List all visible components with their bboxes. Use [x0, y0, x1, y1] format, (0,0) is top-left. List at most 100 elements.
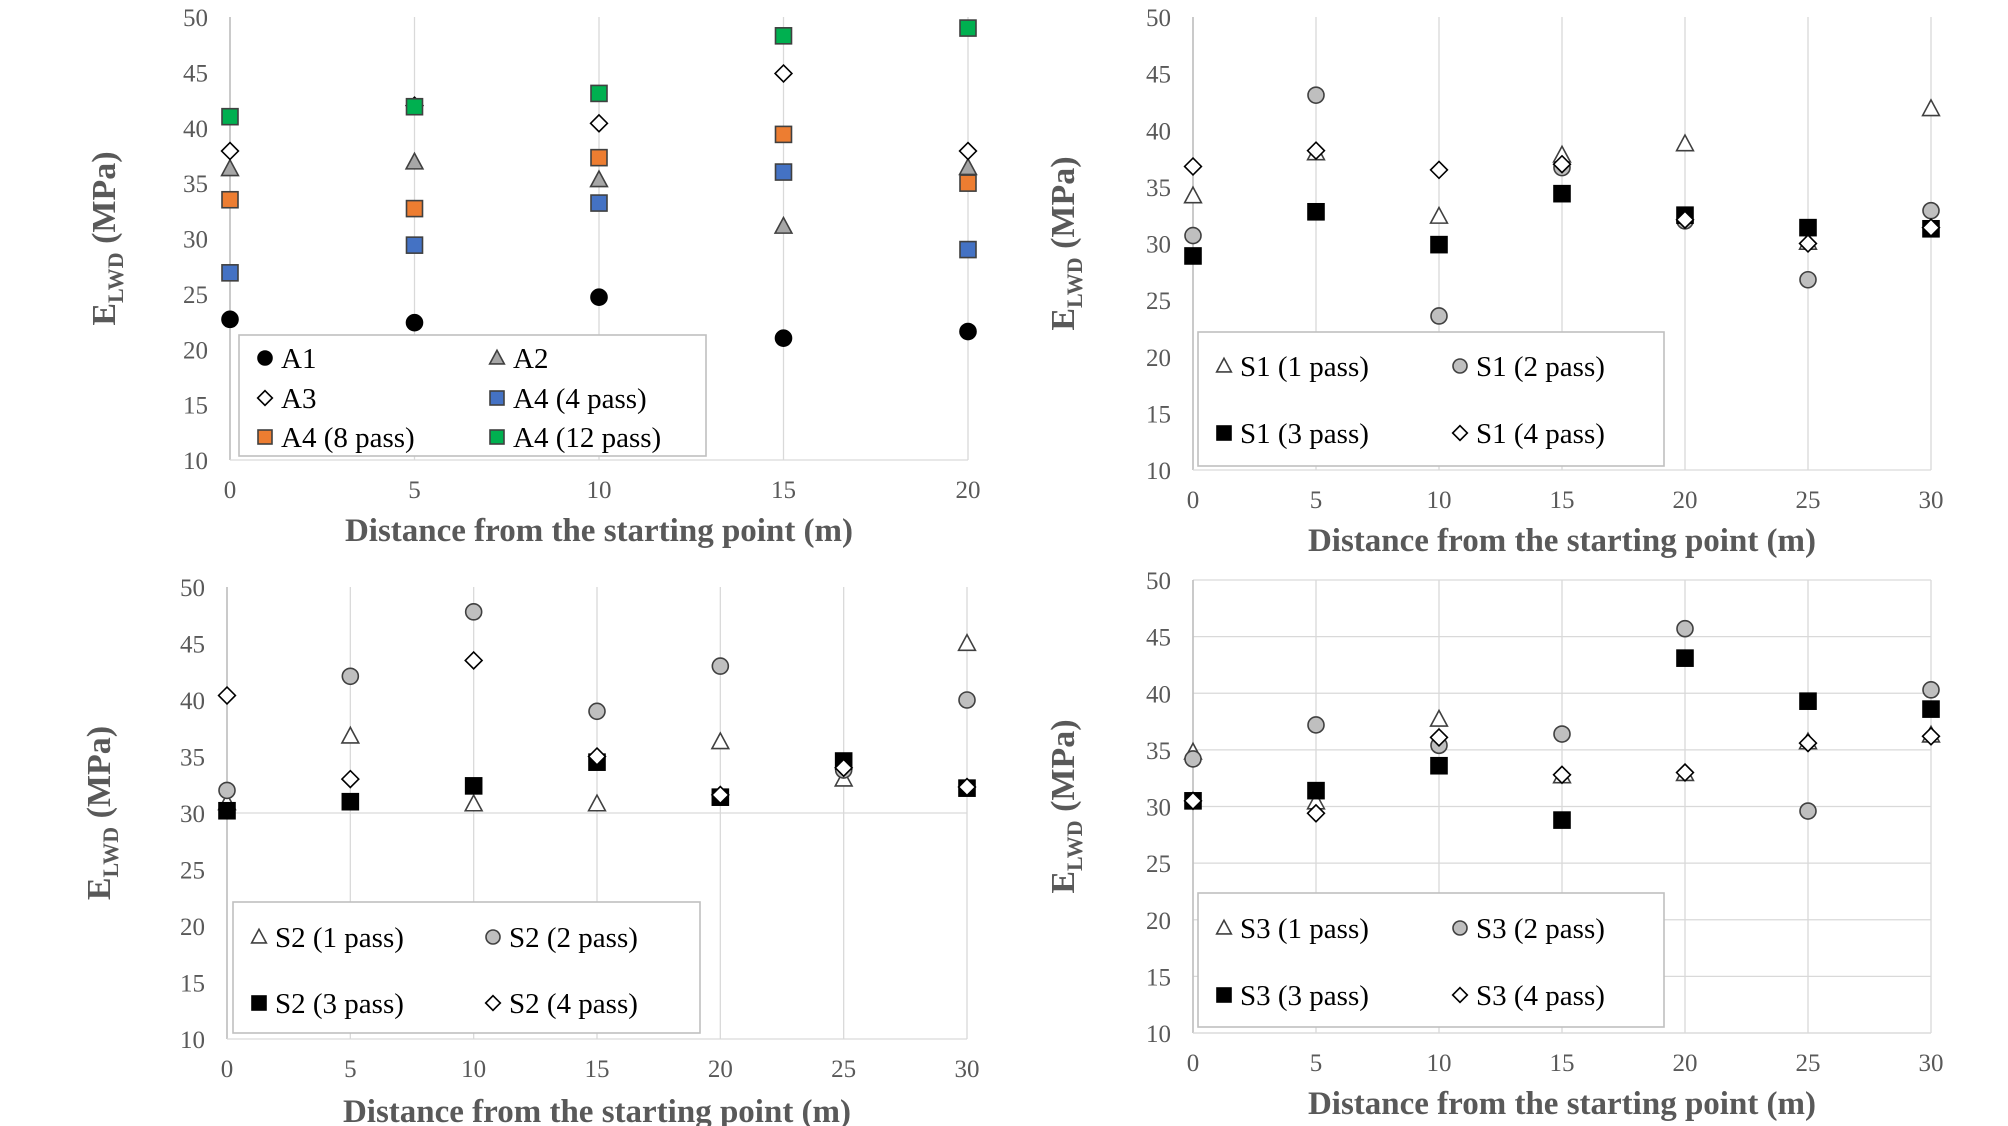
- data-point: [221, 190, 239, 209]
- legend-marker: [256, 389, 274, 407]
- data-point: [590, 84, 608, 103]
- data-point: [340, 769, 360, 789]
- data-point: [1921, 726, 1941, 746]
- y-axis-title: ELWD (MPa): [1045, 719, 1087, 893]
- y-tick-label: 40: [183, 116, 208, 143]
- y-tick-label: 45: [1146, 62, 1171, 89]
- data-point: [217, 685, 237, 706]
- legend-label: S1 (1 pass): [1240, 351, 1369, 383]
- data-point: [1307, 86, 1325, 104]
- legend-label: A4 (12 pass): [513, 422, 661, 454]
- data-point: [1552, 154, 1572, 174]
- series-s3-4-pass-: [1183, 726, 1941, 823]
- x-tick-label: 20: [708, 1056, 733, 1083]
- legend-label: A4 (8 pass): [281, 422, 415, 454]
- y-tick-label: 35: [183, 171, 208, 198]
- x-tick-label: 5: [344, 1056, 357, 1083]
- series-a4-4-pass-: [221, 163, 977, 282]
- data-point: [1429, 727, 1449, 747]
- data-point: [588, 702, 606, 721]
- data-point: [773, 215, 794, 234]
- y-tick-label: 10: [180, 1027, 205, 1054]
- x-tick-label: 5: [408, 477, 421, 504]
- x-tick-label: 30: [1919, 487, 1944, 514]
- y-tick-label: 15: [1146, 401, 1171, 428]
- legend-marker: [489, 429, 505, 445]
- series-s2-4-pass-: [217, 650, 977, 805]
- data-point: [1798, 733, 1818, 753]
- legend: S3 (1 pass) S3 (2 pass) S3 (3 pass) S3 (4 p…: [1197, 892, 1665, 1028]
- data-point: [1307, 716, 1325, 734]
- data-point: [1675, 762, 1695, 783]
- data-point: [405, 236, 424, 254]
- y-tick-label: 35: [1146, 738, 1171, 765]
- y-tick-label: 25: [1146, 288, 1171, 315]
- data-point: [405, 199, 424, 218]
- data-point: [405, 97, 424, 116]
- x-tick-label: 15: [585, 1056, 610, 1083]
- legend-marker: [250, 927, 268, 944]
- x-axis-title: Distance from the starting point (m): [1308, 523, 1816, 559]
- x-tick-label: 0: [224, 477, 237, 504]
- y-tick-label: 20: [1146, 908, 1171, 935]
- y-tick-label: 40: [180, 688, 205, 715]
- x-tick-label: 15: [1550, 1050, 1575, 1077]
- x-tick-label: 5: [1310, 1050, 1323, 1077]
- legend-marker: [1215, 918, 1233, 935]
- data-point: [463, 793, 484, 812]
- data-point: [218, 801, 236, 820]
- x-tick-label: 5: [1310, 487, 1323, 514]
- data-point: [589, 169, 609, 188]
- data-point: [710, 785, 730, 805]
- data-point: [1183, 791, 1203, 811]
- data-point: [958, 141, 978, 161]
- x-tick-label: 30: [955, 1056, 980, 1083]
- legend-label: S2 (1 pass): [275, 922, 404, 954]
- data-point: [587, 746, 607, 767]
- y-tick-label: 20: [180, 914, 205, 941]
- data-point: [1184, 247, 1202, 265]
- chart-panel-top-left: 10 15 20 25 30 35 40 45 50 0 5 10 15 20 Distance from …: [86, 5, 981, 549]
- data-point: [221, 264, 239, 282]
- y-axis-title: ELWD (MPa): [86, 151, 128, 325]
- y-tick-label: 35: [180, 745, 205, 772]
- legend-marker: [488, 348, 506, 365]
- legend-label: S3 (3 pass): [1240, 980, 1369, 1012]
- x-tick-label: 20: [1673, 487, 1698, 514]
- data-point: [1553, 811, 1571, 829]
- y-tick-label: 15: [180, 971, 205, 998]
- y-tick-label: 25: [1146, 851, 1171, 878]
- y-tick-label: 30: [180, 801, 205, 828]
- data-point: [1429, 205, 1449, 224]
- data-point: [1183, 156, 1203, 177]
- y-tick-label: 45: [180, 632, 205, 659]
- data-point: [1799, 270, 1817, 289]
- legend-label: S3 (4 pass): [1476, 980, 1605, 1012]
- y-tick-label: 20: [183, 337, 208, 364]
- x-tick-label: 0: [221, 1056, 234, 1083]
- legend-marker: [1452, 358, 1468, 374]
- legend-marker: [1451, 986, 1469, 1004]
- data-point: [774, 27, 793, 45]
- data-point: [340, 725, 361, 744]
- data-point: [220, 141, 240, 161]
- data-point: [1921, 218, 1941, 238]
- y-axis-title: ELWD (MPa): [1045, 156, 1087, 330]
- legend: S1 (1 pass) S1 (2 pass) S1 (3 pass) S1 (4 p…: [1197, 331, 1665, 467]
- data-point: [1306, 141, 1326, 161]
- data-point: [1676, 619, 1694, 638]
- legend-label: S1 (2 pass): [1476, 351, 1605, 383]
- legend: A1 A2 A3 A4 (4 pass) A4 (8 pass) A4 (12 pass): [238, 334, 707, 457]
- y-tick-label: 50: [183, 5, 208, 32]
- data-point: [1184, 226, 1202, 245]
- legend-marker: [1452, 920, 1468, 936]
- legend-label: S1 (3 pass): [1240, 418, 1369, 450]
- data-point: [1799, 692, 1817, 710]
- x-tick-label: 10: [587, 477, 612, 504]
- series-a4-8-pass-: [221, 125, 977, 218]
- data-point: [1675, 210, 1695, 230]
- data-point: [590, 148, 608, 167]
- data-point: [710, 731, 731, 750]
- data-point: [1430, 756, 1448, 775]
